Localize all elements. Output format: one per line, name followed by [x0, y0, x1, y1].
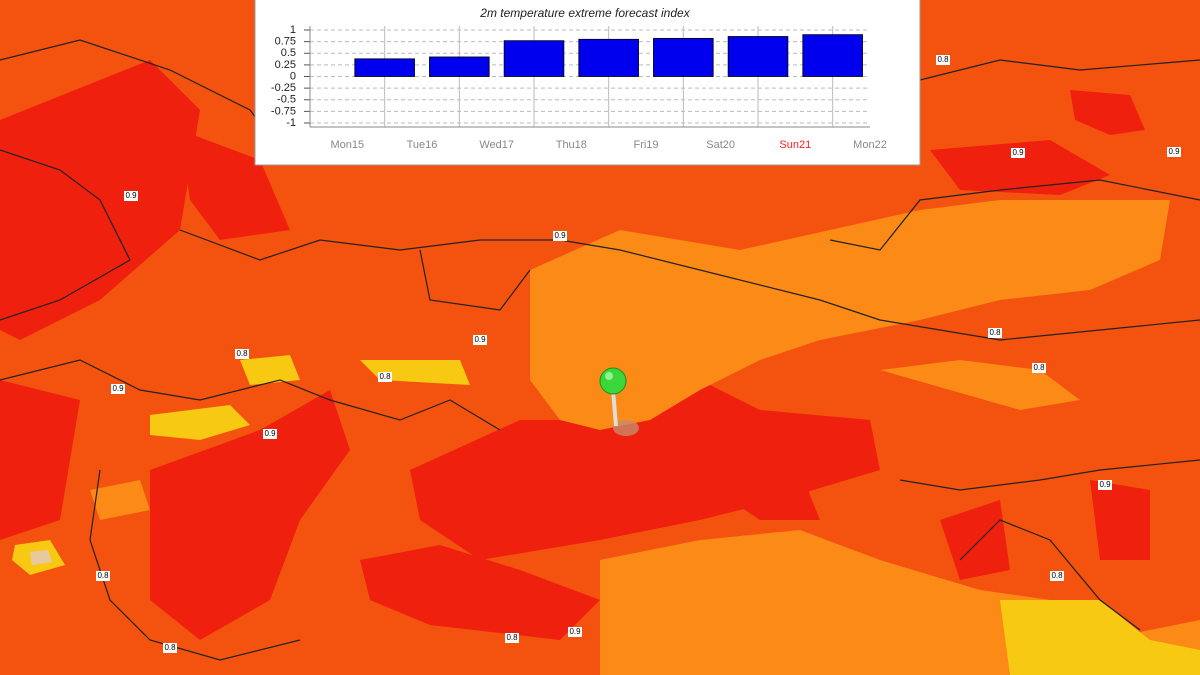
x-tick-label: Mon22 [853, 139, 887, 151]
x-tick-label: Sat20 [706, 139, 735, 151]
chart-title: 2m temperature extreme forecast index [479, 6, 690, 20]
contour-label-box [96, 571, 110, 581]
x-tick-label: Thu18 [556, 139, 587, 151]
bar [578, 38, 639, 77]
y-tick-label: 1 [290, 24, 296, 36]
contour-label-box [553, 231, 567, 241]
contour-label: 0.9 [1012, 148, 1024, 157]
contour-label: 0.9 [264, 429, 276, 438]
bar [354, 58, 415, 77]
contour-label-box [163, 643, 177, 653]
bar [802, 34, 863, 77]
y-tick-label: 0.75 [275, 36, 296, 48]
contour-label: 0.9 [1168, 147, 1180, 156]
bar [653, 37, 714, 77]
y-tick-label: 0.5 [281, 47, 296, 59]
x-tick-label: Wed17 [479, 139, 514, 151]
contour-label: 0.9 [474, 335, 486, 344]
contour-label-box [263, 429, 277, 439]
contour-label-box [1011, 148, 1025, 158]
contour-label: 0.8 [989, 328, 1001, 337]
bar [429, 56, 490, 77]
contour-label-box [124, 191, 138, 201]
contour-label-box [1167, 147, 1181, 157]
forecast-panel: 2m temperature extreme forecast index [254, 0, 921, 166]
contour-labels: 0.9 0.9 0.9 0.8 0.9 0.9 0.8 0.9 0.8 0.8 0.9 0.8 0.8 0… [96, 55, 1181, 653]
y-tick-label: -0.75 [271, 105, 296, 117]
x-tick-label: Fri19 [633, 139, 658, 151]
contour-label-box [111, 384, 125, 394]
contour-label: 0.9 [554, 231, 566, 240]
contour-label: 0.8 [236, 349, 248, 358]
contour-label: 0.9 [1099, 480, 1111, 489]
contour-label-box [505, 633, 519, 643]
x-tick-label: Tue16 [407, 139, 438, 151]
contour-label-box [473, 335, 487, 345]
bar [503, 40, 565, 77]
contour-label: 0.8 [1033, 363, 1045, 372]
contour-label-box [1050, 571, 1064, 581]
contour-label: 0.8 [937, 55, 949, 64]
y-tick-label: -0.5 [277, 94, 296, 106]
panel-background [254, 0, 921, 166]
contour-label: 0.8 [97, 571, 109, 580]
contour-label: 0.9 [125, 191, 137, 200]
contour-label: 0.8 [506, 633, 518, 642]
contour-label-box [378, 372, 392, 382]
y-tick-label: 0 [290, 70, 296, 82]
y-tick-label: -0.25 [271, 82, 296, 94]
contour-label: 0.8 [164, 643, 176, 652]
contour-label: 0.8 [379, 372, 391, 381]
contour-label: 0.8 [1051, 571, 1063, 580]
contour-label-box [568, 627, 582, 637]
x-tick-label: Sun21 [779, 139, 811, 151]
bar [727, 36, 789, 77]
x-tick-label: Mon15 [331, 139, 365, 151]
y-tick-label: 0.25 [275, 59, 296, 71]
contour-label: 0.9 [569, 627, 581, 636]
location-pin[interactable] [599, 367, 639, 436]
contour-label-box [235, 349, 249, 359]
contour-label-box [1098, 480, 1112, 490]
y-tick-label: -1 [286, 117, 296, 129]
contour-label-box [1032, 363, 1046, 373]
contour-label-box [936, 55, 950, 65]
contour-label-box [988, 328, 1002, 338]
temperature-zones [0, 60, 1200, 675]
contour-label: 0.9 [112, 384, 124, 393]
